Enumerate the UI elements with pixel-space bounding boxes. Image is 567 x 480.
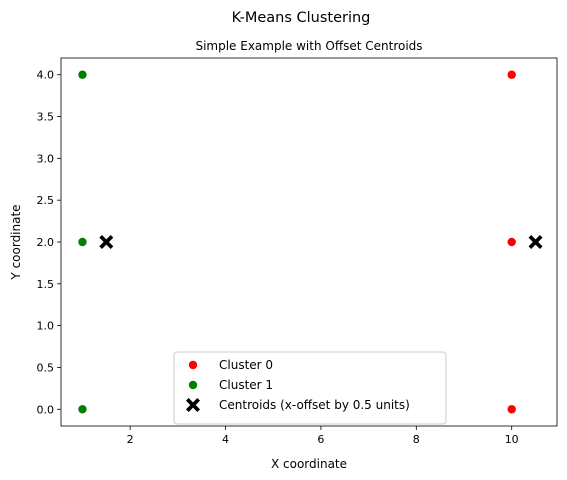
cluster-0-point	[507, 237, 516, 247]
x-axis-label: X coordinate	[271, 457, 347, 471]
legend-label-2: Centroids (x-offset by 0.5 units)	[219, 398, 410, 412]
cluster-1-point	[78, 237, 87, 247]
x-tick-label: 8	[413, 433, 420, 446]
x-tick-label: 6	[317, 433, 324, 446]
legend-marker-0	[188, 360, 198, 370]
cluster-0-point	[507, 70, 516, 79]
chart-title: K-Means Clustering	[232, 10, 371, 26]
y-axis-label: Y coordinate	[9, 204, 23, 280]
centroid-marker	[528, 235, 543, 249]
centroid-marker	[99, 235, 114, 249]
legend-label-0: Cluster 0	[219, 358, 273, 372]
y-tick-label: 2.0	[37, 236, 55, 249]
cluster-1-point	[78, 70, 87, 79]
y-tick-label: 1.5	[37, 278, 55, 291]
y-tick-label: 2.5	[37, 194, 55, 207]
y-tick-label: 3.5	[37, 111, 55, 124]
cluster-0-point	[507, 405, 516, 414]
y-tick-label: 1.0	[37, 320, 55, 333]
x-tick-label: 4	[222, 433, 229, 446]
chart-subtitle: Simple Example with Offset Centroids	[195, 39, 422, 53]
x-tick-label: 2	[127, 433, 134, 446]
cluster-1-point	[78, 405, 87, 414]
y-tick-label: 0.0	[37, 403, 55, 416]
legend-marker-1	[188, 380, 198, 390]
x-tick-label: 10	[505, 433, 519, 446]
y-tick-label: 0.5	[37, 361, 55, 374]
y-tick-label: 3.0	[37, 152, 55, 165]
legend-marker-2	[186, 398, 200, 412]
legend-label-1: Cluster 1	[219, 378, 273, 392]
y-tick-label: 4.0	[37, 69, 55, 82]
legend: Cluster 0 Cluster 1 Centroids (x-offset by…	[173, 351, 447, 425]
legend-box	[173, 351, 447, 425]
